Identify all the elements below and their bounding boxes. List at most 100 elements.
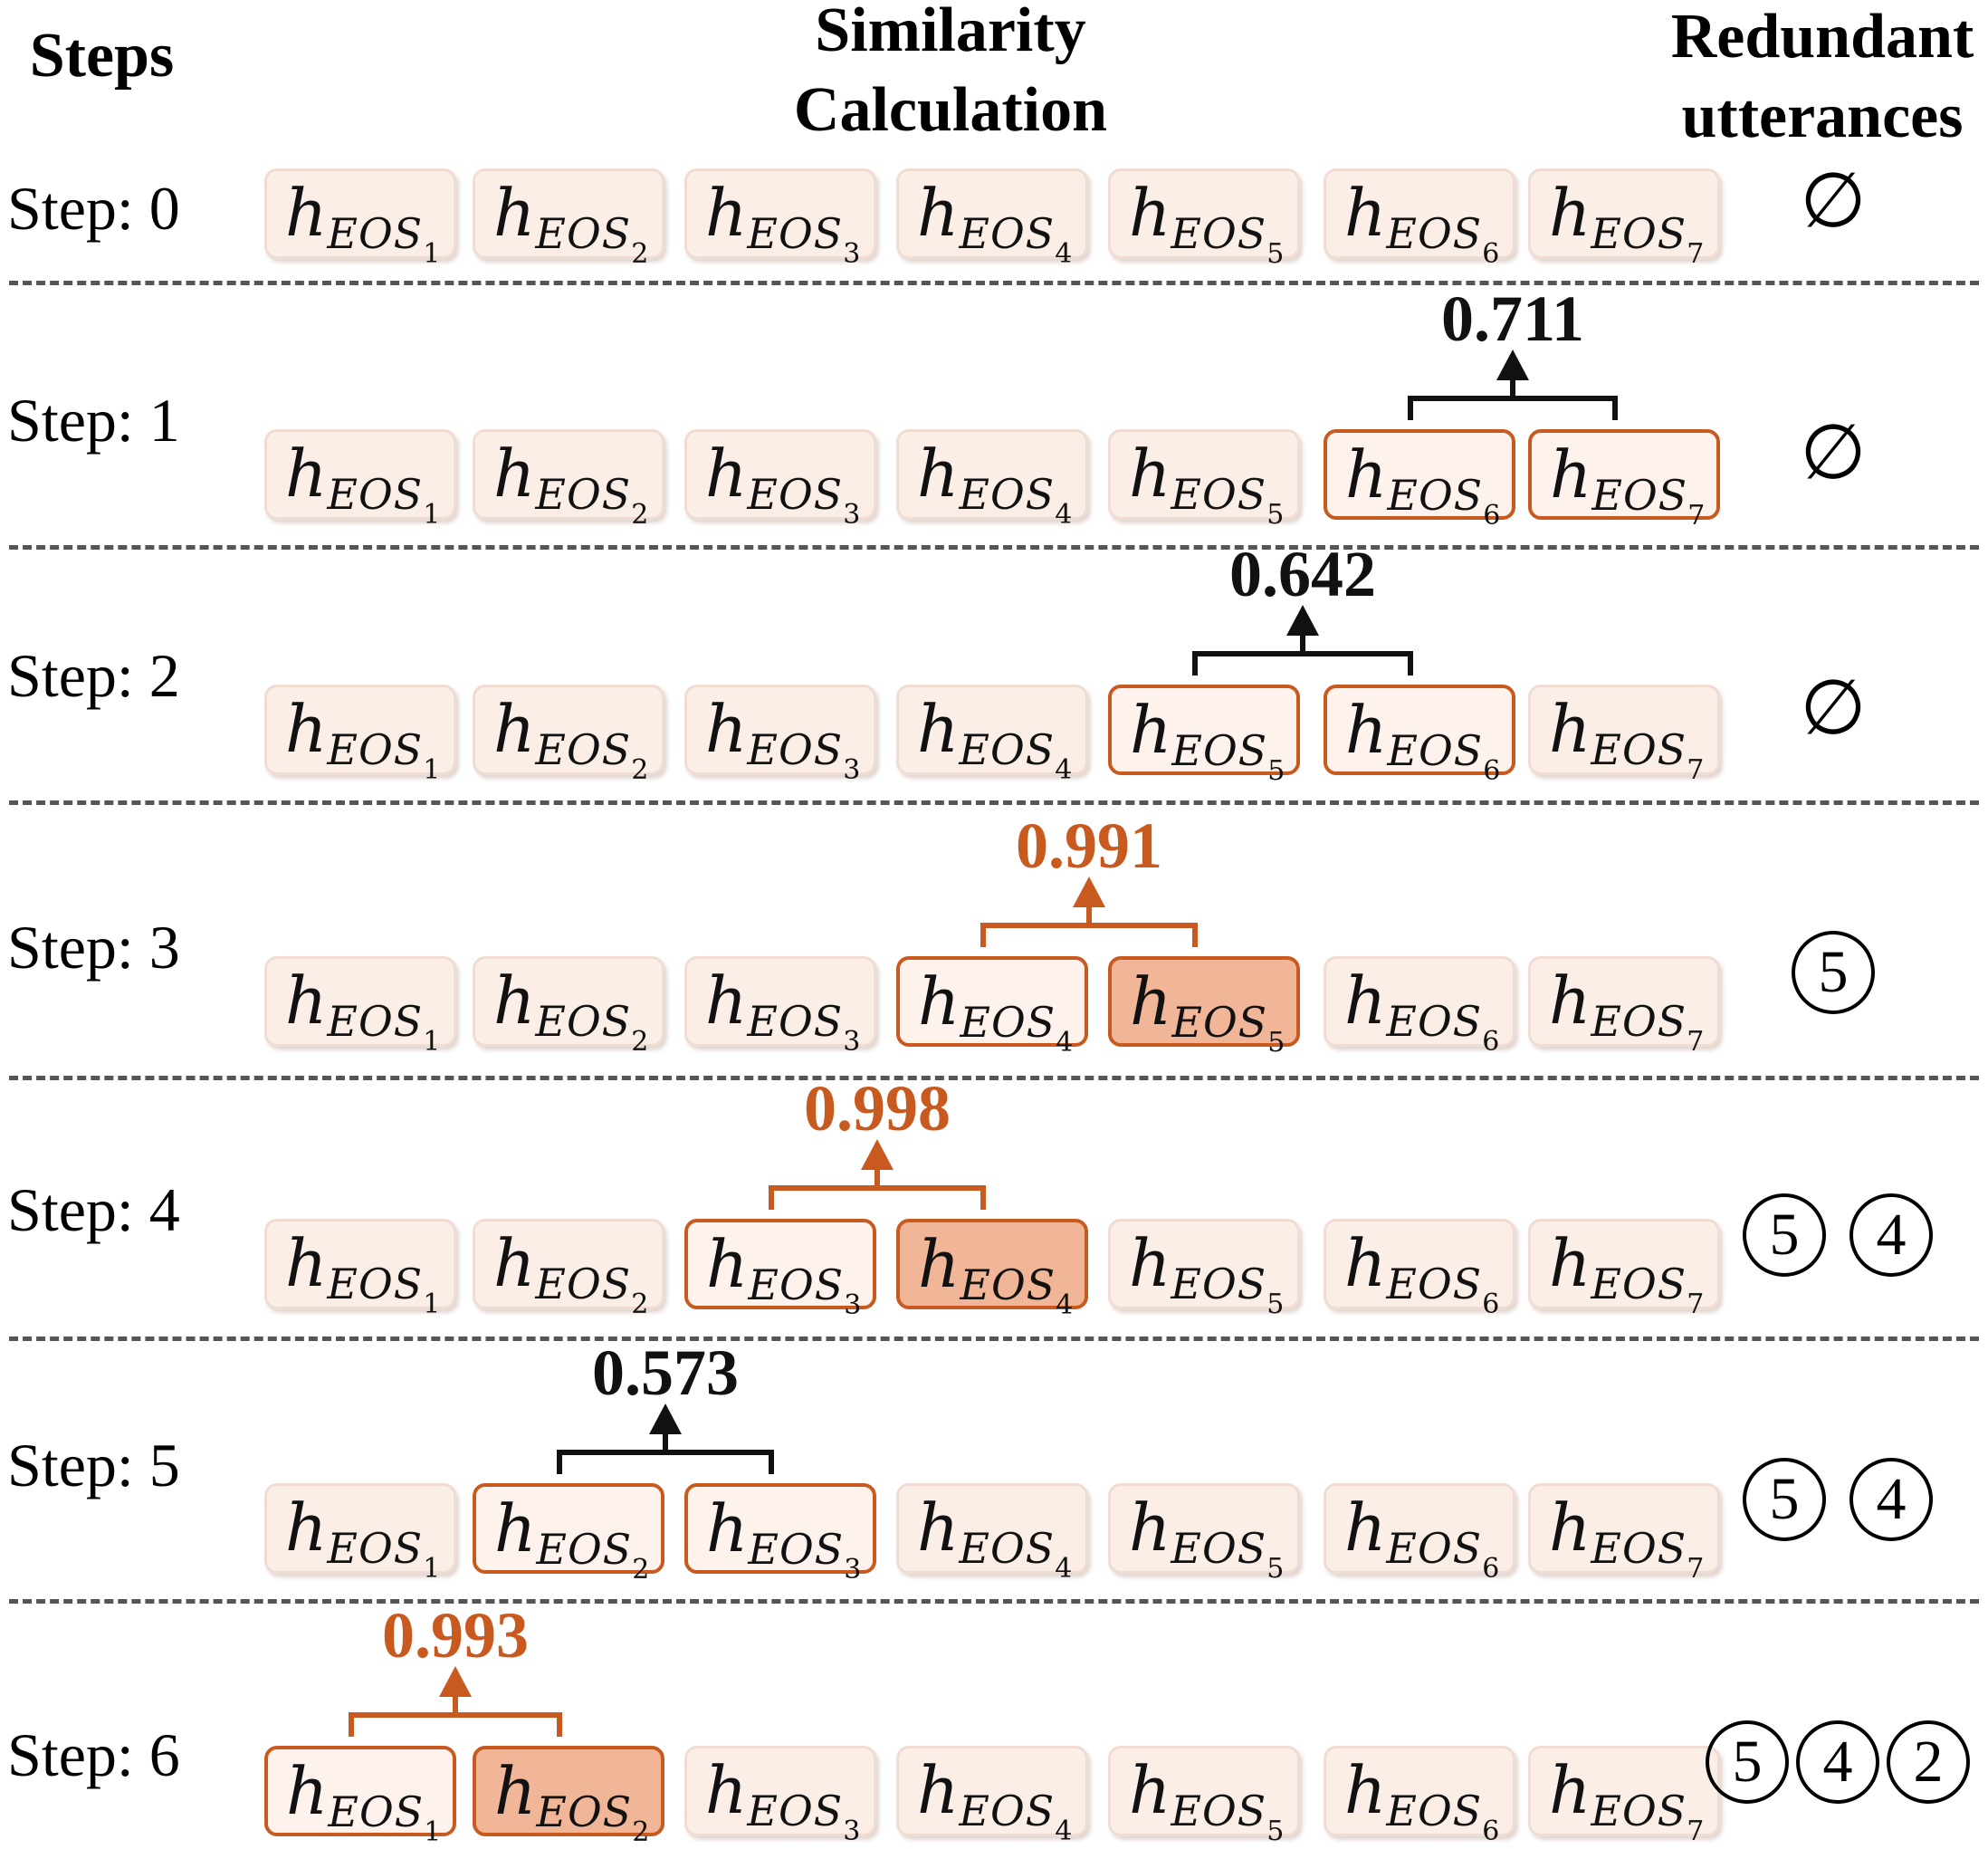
token-box-eos-2: hEOS2 [473, 1219, 664, 1320]
token-subscript: EOS [535, 470, 632, 519]
token-label: hEOS3 [706, 1226, 861, 1321]
header-similarity-line2: Calculation [793, 75, 1108, 145]
redundant-utterance-badge: 5 [1792, 931, 1875, 1014]
token-subscript: EOS [327, 997, 424, 1046]
token-base: h [1549, 1225, 1591, 1301]
token-index: 2 [632, 1816, 650, 1848]
token-subscript: EOS [327, 1260, 424, 1308]
token-subscript: EOS [1386, 1260, 1483, 1308]
token-base: h [493, 1225, 536, 1301]
token-base: h [917, 1490, 960, 1566]
token-label: hEOS2 [494, 1490, 649, 1586]
token-index: 4 [1055, 499, 1073, 531]
comparison-bracket [1408, 375, 1618, 420]
token-index: 4 [1055, 238, 1073, 270]
token-box-eos-1: hEOS1 [264, 685, 456, 786]
token-base: h [285, 175, 328, 251]
token-label: hEOS2 [494, 1753, 649, 1848]
token-subscript: EOS [1386, 997, 1483, 1046]
token-subscript: EOS [535, 209, 632, 258]
token-index: 5 [1266, 238, 1285, 270]
token-index: 3 [843, 1815, 861, 1847]
token-index: 1 [423, 238, 441, 270]
token-label: hEOS3 [705, 436, 860, 531]
token-box-eos-2: hEOS2 [473, 168, 664, 270]
token-index: 7 [1687, 238, 1705, 270]
token-index: 6 [1482, 1026, 1500, 1058]
token-subscript: EOS [747, 1787, 844, 1835]
token-label: hEOS7 [1549, 1490, 1704, 1585]
token-index: 5 [1266, 1815, 1285, 1847]
header-redundant-utterances: Redundant utterances [1657, 0, 1988, 157]
arrow-up-icon [1286, 605, 1319, 636]
header-steps: Steps [29, 21, 175, 91]
token-subscript: EOS [327, 209, 424, 258]
token-label: hEOS4 [917, 1490, 1072, 1585]
token-base: h [706, 1490, 749, 1566]
token-box-eos-2: hEOS2 [473, 429, 664, 531]
step-label: Step: 5 [7, 1431, 180, 1499]
token-index: 3 [844, 1554, 862, 1586]
token-base: h [1344, 1225, 1387, 1301]
token-box-eos-3: hEOS3 [684, 168, 876, 270]
token-box-eos-6: hEOS6 [1324, 168, 1515, 270]
token-box-eos-4: hEOS4 [896, 168, 1088, 270]
token-box-eos-6: hEOS6 [1324, 685, 1515, 787]
token-subscript: EOS [747, 209, 844, 258]
token-subscript: EOS [747, 725, 844, 774]
token-index: 5 [1266, 499, 1285, 531]
token-subscript: EOS [1591, 1787, 1687, 1835]
token-subscript: EOS [959, 470, 1056, 519]
redundant-utterance-badge: 4 [1849, 1458, 1933, 1541]
step-divider [9, 800, 1979, 805]
token-subscript: EOS [1171, 1260, 1267, 1308]
token-base: h [1345, 692, 1388, 768]
step-divider [9, 1076, 1979, 1080]
token-index: 1 [423, 499, 441, 531]
token-box-eos-1: hEOS1 [264, 956, 456, 1058]
token-index: 5 [1266, 1289, 1285, 1320]
token-label: hEOS1 [285, 691, 440, 786]
token-index: 6 [1482, 1553, 1500, 1585]
token-box-eos-6: hEOS6 [1324, 429, 1515, 532]
header-similarity-calculation: Similarity Calculation [742, 0, 1159, 150]
token-box-eos-5: hEOS5 [1108, 168, 1300, 270]
token-base: h [705, 1752, 748, 1828]
token-subscript: EOS [747, 997, 844, 1046]
token-base: h [706, 1226, 749, 1302]
token-box-eos-1: hEOS1 [264, 168, 456, 270]
similarity-score: 0.998 [804, 1072, 951, 1145]
similarity-score: 0.711 [1440, 283, 1585, 355]
token-subscript: EOS [1591, 725, 1687, 774]
token-subscript: EOS [1591, 997, 1687, 1046]
token-box-eos-3: hEOS3 [684, 685, 876, 786]
token-subscript: EOS [1171, 1787, 1267, 1835]
token-subscript: EOS [328, 1787, 425, 1836]
step-label: Step: 6 [7, 1720, 180, 1789]
token-index: 1 [424, 1816, 442, 1848]
token-box-eos-3: hEOS3 [684, 429, 876, 531]
token-index: 2 [631, 499, 649, 531]
token-base: h [1549, 1752, 1591, 1828]
token-base: h [1344, 175, 1387, 251]
token-subscript: EOS [1171, 470, 1267, 519]
token-label: hEOS2 [493, 175, 648, 270]
token-index: 4 [1056, 1289, 1074, 1321]
token-label: hEOS7 [1549, 963, 1704, 1058]
token-label: hEOS6 [1345, 436, 1500, 532]
token-label: hEOS5 [1129, 1225, 1284, 1320]
redundant-utterance-badge: 5 [1743, 1193, 1826, 1277]
token-index: 2 [631, 1026, 649, 1058]
token-label: hEOS7 [1549, 175, 1704, 270]
token-index: 2 [631, 754, 649, 786]
token-base: h [1549, 963, 1591, 1039]
token-label: hEOS3 [706, 1490, 861, 1586]
token-label: hEOS4 [917, 1752, 1072, 1847]
token-box-eos-2: hEOS2 [473, 956, 664, 1058]
similarity-score: 0.642 [1229, 538, 1376, 610]
token-base: h [286, 1753, 329, 1829]
token-index: 7 [1687, 1026, 1705, 1058]
token-subscript: EOS [1591, 1260, 1687, 1308]
header-redundant-line1: Redundant [1670, 2, 1974, 72]
token-box-eos-6: hEOS6 [1324, 956, 1515, 1058]
